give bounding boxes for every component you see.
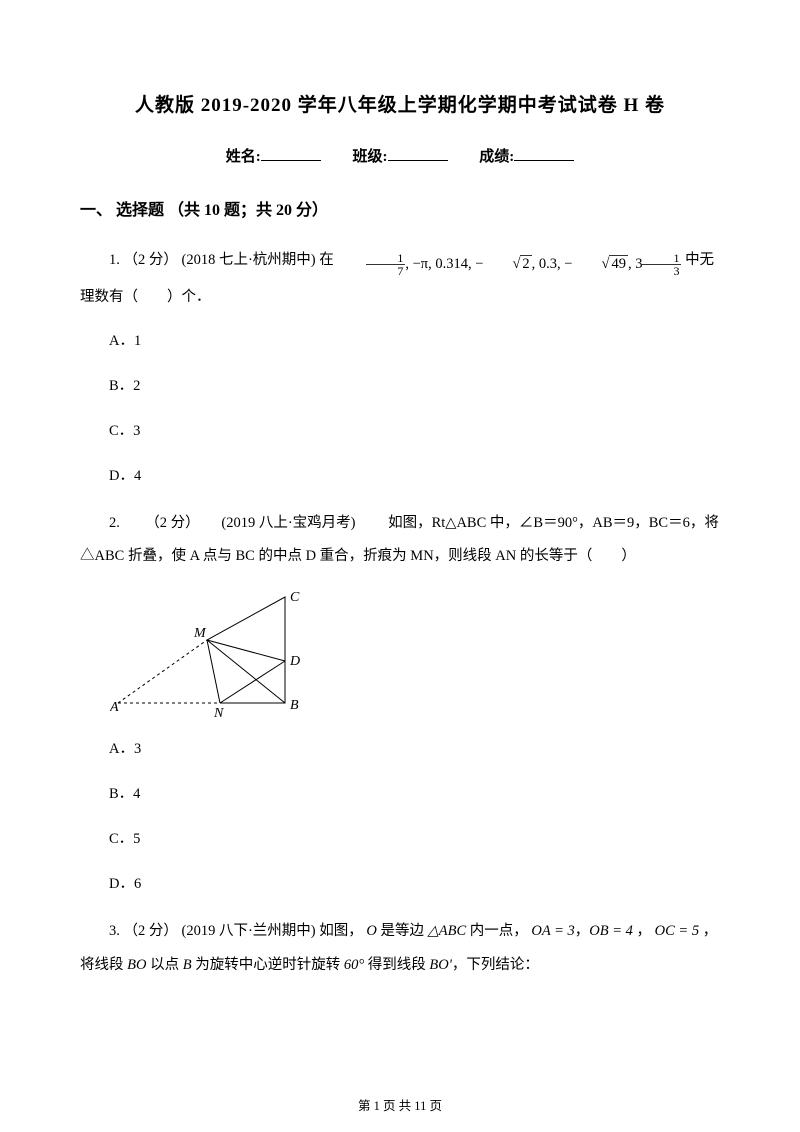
question-3: 3. （2 分） (2019 八下·兰州期中) 如图， O 是等边 △ABC 内… [80, 915, 720, 982]
radicand: 49 [609, 255, 628, 272]
line-am [118, 640, 207, 703]
math-tri: △ABC [428, 923, 467, 939]
math-b: B [183, 957, 192, 973]
q3-text: 是等边 [377, 923, 428, 939]
q1-option-a[interactable]: A．1 [80, 327, 720, 356]
label-a: A [110, 700, 119, 715]
q2-option-d[interactable]: D．6 [80, 870, 720, 899]
q2-option-c[interactable]: C．5 [80, 825, 720, 854]
question-1: 1. （2 分） (2018 七上·杭州期中) 在 17, −π, 0.314,… [80, 244, 720, 315]
class-label: 班级: [353, 145, 388, 166]
label-c: C [290, 590, 300, 605]
q3-text: ，下列结论： [452, 957, 539, 973]
name-label: 姓名: [226, 145, 261, 166]
label-n: N [213, 706, 224, 720]
q3-text: 为旋转中心逆时针旋转 [192, 957, 344, 973]
q1-math: 17, −π, 0.314, −√2, 0.3, −√49, 313 [337, 248, 681, 281]
math-ob: OB = 4 [589, 923, 633, 939]
math-oa: OA = 3 [531, 923, 574, 939]
q2-option-a[interactable]: A．3 [80, 735, 720, 764]
q3-text: 以点 [146, 957, 182, 973]
math-bo: BO [127, 957, 146, 973]
page-footer: 第 1 页 共 11 页 [80, 1095, 720, 1114]
q1-option-c[interactable]: C．3 [80, 417, 720, 446]
q1-option-d[interactable]: D．4 [80, 462, 720, 491]
line-mb [207, 640, 285, 703]
line-nd [220, 661, 285, 703]
score-blank[interactable] [514, 146, 574, 161]
triangle-diagram: A N B D M C [110, 585, 340, 720]
line-md [207, 640, 285, 661]
q2-option-b[interactable]: B．4 [80, 780, 720, 809]
name-blank[interactable] [261, 146, 321, 161]
frac-d: 3 [642, 265, 681, 277]
radicand: 2 [520, 255, 531, 272]
page-title: 人教版 2019-2020 学年八年级上学期化学期中考试试卷 H 卷 [80, 90, 720, 117]
class-blank[interactable] [388, 146, 448, 161]
q1-lead: 1. （2 分） (2018 七上·杭州期中) 在 [109, 252, 337, 268]
frac-d: 7 [366, 265, 405, 277]
math-o: O [366, 923, 376, 939]
q3-text: ， [575, 923, 590, 939]
math-deg: 60° [344, 957, 364, 973]
label-d: D [289, 654, 300, 669]
q3-text: ， [633, 923, 655, 939]
q3-text: 3. （2 分） (2019 八下·兰州期中) 如图， [109, 923, 366, 939]
math-bop: BO' [429, 957, 451, 973]
math-oc: OC = 5 [655, 923, 699, 939]
math-seq: , 0.3, − [532, 256, 573, 272]
math-seq: , 3 [628, 256, 643, 272]
label-m: M [193, 626, 207, 641]
score-label: 成绩: [479, 145, 514, 166]
section-header: 一、 选择题 （共 10 题；共 20 分） [80, 196, 720, 220]
question-2: 2. （2 分） (2019 八上·宝鸡月考) 如图，Rt△ABC 中，∠B＝9… [80, 507, 720, 574]
math-seq: , −π, 0.314, − [405, 256, 483, 272]
info-line: 姓名: 班级: 成绩: [80, 145, 720, 166]
q1-option-b[interactable]: B．2 [80, 372, 720, 401]
label-b: B [290, 698, 299, 713]
q3-text: 内一点， [466, 923, 531, 939]
q3-text: 得到线段 [364, 957, 429, 973]
q2-figure: A N B D M C [110, 585, 720, 725]
